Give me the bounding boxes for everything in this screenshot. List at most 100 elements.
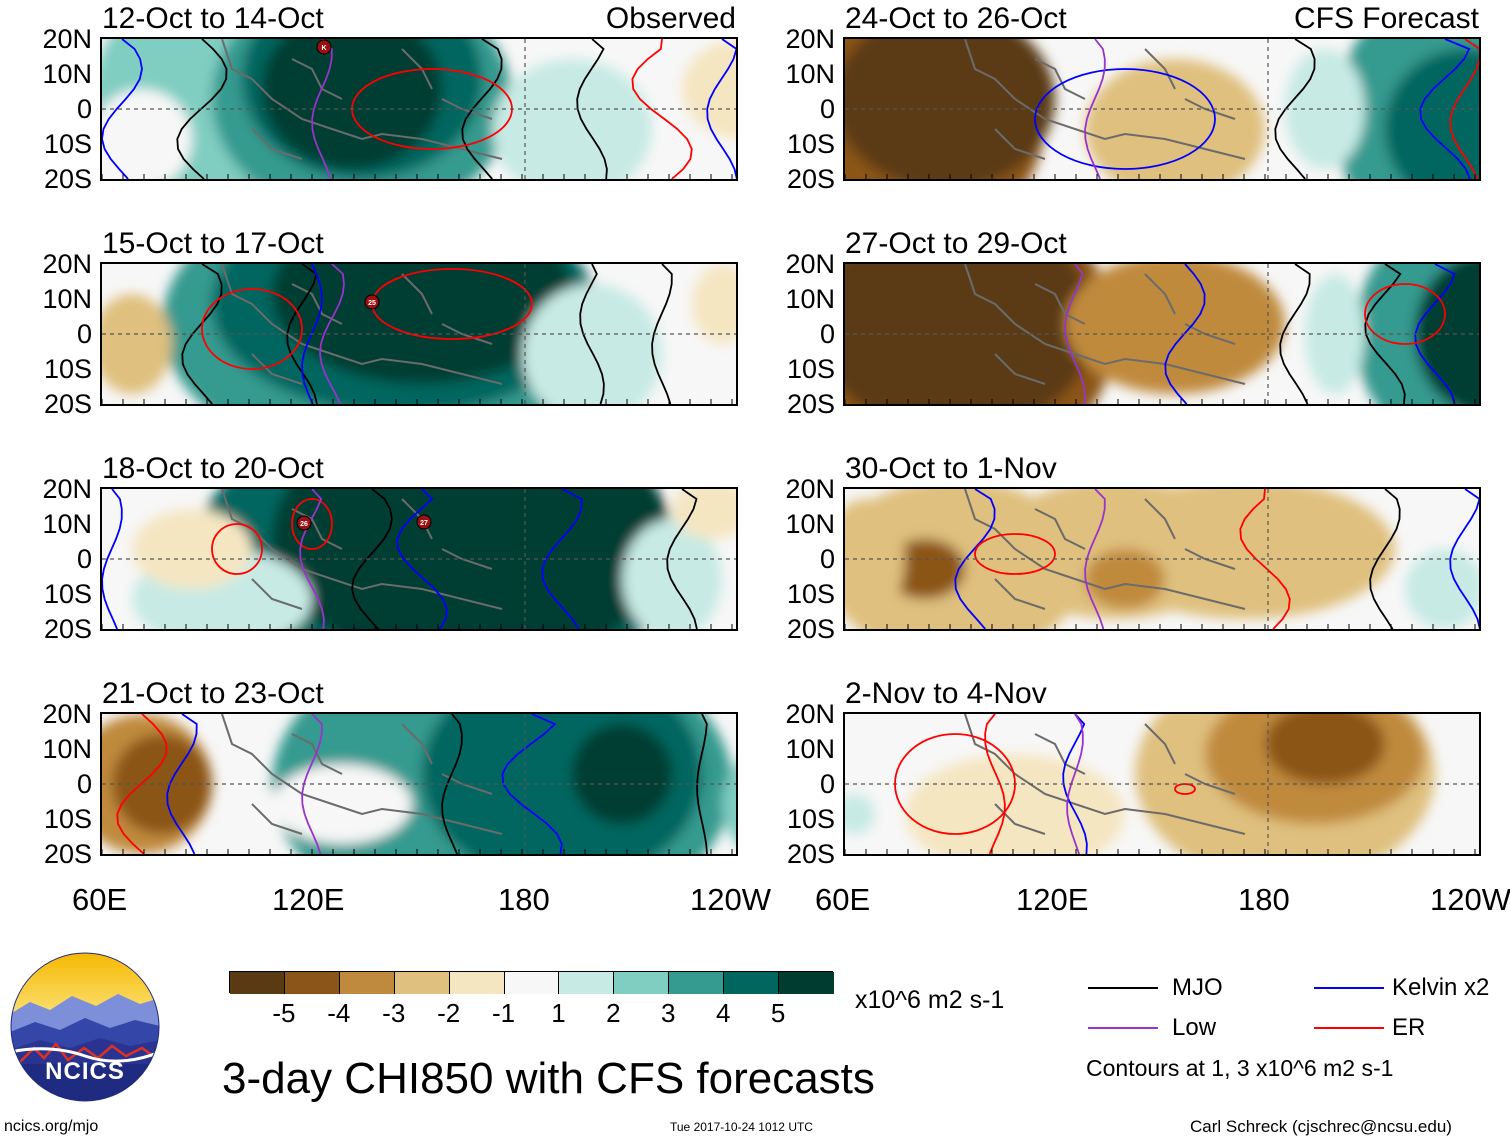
kelvin-contour xyxy=(102,39,143,179)
colorbar-swatch xyxy=(339,972,395,994)
lat-label: 20S xyxy=(43,839,92,869)
lat-label: 10N xyxy=(42,734,92,764)
chi850-anomaly-region xyxy=(622,519,722,629)
lat-label: 20N xyxy=(42,249,92,279)
lon-label-120e-forecast: 120E xyxy=(1016,882,1089,917)
chi850-field-map xyxy=(845,39,1479,179)
colorbar-swatch xyxy=(614,972,670,994)
chi850-anomaly-region xyxy=(102,294,172,394)
lat-label: 20N xyxy=(785,249,835,279)
lat-label: 20N xyxy=(785,474,835,504)
low-contour xyxy=(1064,264,1086,404)
panel-date-range: 12-Oct to 14-Oct xyxy=(102,2,324,35)
legend-er-label: ER xyxy=(1392,1014,1426,1041)
er-contour xyxy=(631,39,693,179)
panel-source-tag: Observed xyxy=(605,2,736,35)
coastline xyxy=(964,39,1246,160)
chi850-anomaly-region xyxy=(522,284,662,404)
coastline xyxy=(221,264,503,385)
chi850-field-map xyxy=(845,264,1479,404)
lat-label: 10N xyxy=(785,509,835,539)
lat-label: 10S xyxy=(786,804,835,834)
colorbar-swatch xyxy=(449,972,505,994)
legend-low-label: Low xyxy=(1172,1014,1217,1041)
lat-label: 10S xyxy=(786,354,835,384)
chi850-anomaly-region xyxy=(672,489,736,539)
lat-label: 20S xyxy=(43,164,92,194)
ncics-logo: NCICS xyxy=(10,952,160,1102)
colorbar-tick-label: -5 xyxy=(272,998,296,1028)
map-plot-area: K xyxy=(100,37,738,181)
lon-label-120w-forecast: 120W xyxy=(1430,882,1510,917)
chi850-anomaly-region xyxy=(572,724,672,824)
low-contour xyxy=(299,489,325,629)
low-contour xyxy=(319,264,345,404)
lon-label-120e: 120E xyxy=(272,882,345,917)
colorbar-tick-label: 4 xyxy=(715,998,731,1028)
coastline xyxy=(221,714,503,835)
units-label: x10^6 m2 s-1 xyxy=(855,986,1005,1014)
chi850-anomaly-region xyxy=(1385,49,1479,179)
chi850-anomaly-region xyxy=(682,39,736,139)
colorbar-tick-label: 5 xyxy=(770,998,786,1028)
lat-label: 20S xyxy=(786,839,835,869)
lat-label: 0 xyxy=(76,769,92,799)
footer-timestamp: Tue 2017-10-24 1012 UTC xyxy=(670,1120,813,1134)
map-plot-area xyxy=(843,37,1481,181)
tropical-cyclone-marker-icon xyxy=(316,39,332,55)
low-contour xyxy=(1084,39,1106,179)
coastline xyxy=(964,489,1246,610)
legend-kelvin-line xyxy=(1314,987,1384,989)
colorbar-tick-label: -4 xyxy=(327,998,351,1028)
colorbar-tick-label: 3 xyxy=(661,998,676,1028)
panel-date-range: 27-Oct to 29-Oct xyxy=(845,227,1067,260)
lat-label: 10N xyxy=(42,284,92,314)
lat-label: 10N xyxy=(785,284,835,314)
lat-label: 10S xyxy=(786,579,835,609)
ncics-logo-graphic xyxy=(10,952,160,1102)
chi850-field-map xyxy=(845,714,1479,854)
colorbar xyxy=(229,971,834,994)
lat-label: 20N xyxy=(42,24,92,54)
legend-low-line xyxy=(1088,1027,1158,1029)
lon-label-180-forecast: 180 xyxy=(1238,882,1290,917)
coastline xyxy=(964,264,1246,385)
er-contour xyxy=(1364,283,1446,345)
chi850-anomaly-region xyxy=(722,765,736,843)
colorbar-swatch xyxy=(394,972,450,994)
kelvin-contour xyxy=(396,489,448,629)
tropical-cyclone-label: 27 xyxy=(420,520,428,527)
kelvin-contour xyxy=(102,489,123,629)
legend-mjo-label: MJO xyxy=(1172,974,1223,1001)
chi850-anomaly-region xyxy=(692,264,736,344)
er-contour xyxy=(201,288,303,370)
lat-label: 20S xyxy=(786,164,835,194)
tropical-cyclone-label: 26 xyxy=(300,521,308,528)
colorbar-tick-label: -2 xyxy=(437,998,461,1028)
map-plot-area xyxy=(843,487,1481,631)
er-contour xyxy=(974,533,1056,575)
chi850-anomaly-region xyxy=(102,89,192,179)
lat-label: 20N xyxy=(42,699,92,729)
chi850-anomaly-region xyxy=(1095,489,1395,619)
chi850-field-map xyxy=(102,714,736,854)
chi850-anomaly-region xyxy=(1085,59,1265,179)
lat-label: 10N xyxy=(785,734,835,764)
tropical-cyclone-marker-icon xyxy=(416,514,432,530)
lat-label: 20S xyxy=(786,614,835,644)
figure-title: 3-day CHI850 with CFS forecasts xyxy=(222,1054,875,1103)
colorbar-tick-label: -1 xyxy=(491,998,516,1028)
map-plot-area xyxy=(843,712,1481,856)
map-plot-area xyxy=(843,262,1481,406)
colorbar-swatch xyxy=(284,972,340,994)
lon-label-120w: 120W xyxy=(690,882,771,917)
chi850-anomaly-region xyxy=(845,794,875,834)
chi850-anomaly-region xyxy=(272,264,572,384)
chi850-field-map xyxy=(845,489,1479,629)
legend-contour-note: Contours at 1, 3 x10^6 m2 s-1 xyxy=(1086,1055,1394,1081)
ncics-logo-text: NCICS xyxy=(45,1058,125,1085)
chi850-field-map: 26 27 xyxy=(102,489,736,629)
er-contour xyxy=(1449,39,1479,179)
lat-label: 20S xyxy=(43,389,92,419)
lat-label: 20N xyxy=(42,474,92,504)
